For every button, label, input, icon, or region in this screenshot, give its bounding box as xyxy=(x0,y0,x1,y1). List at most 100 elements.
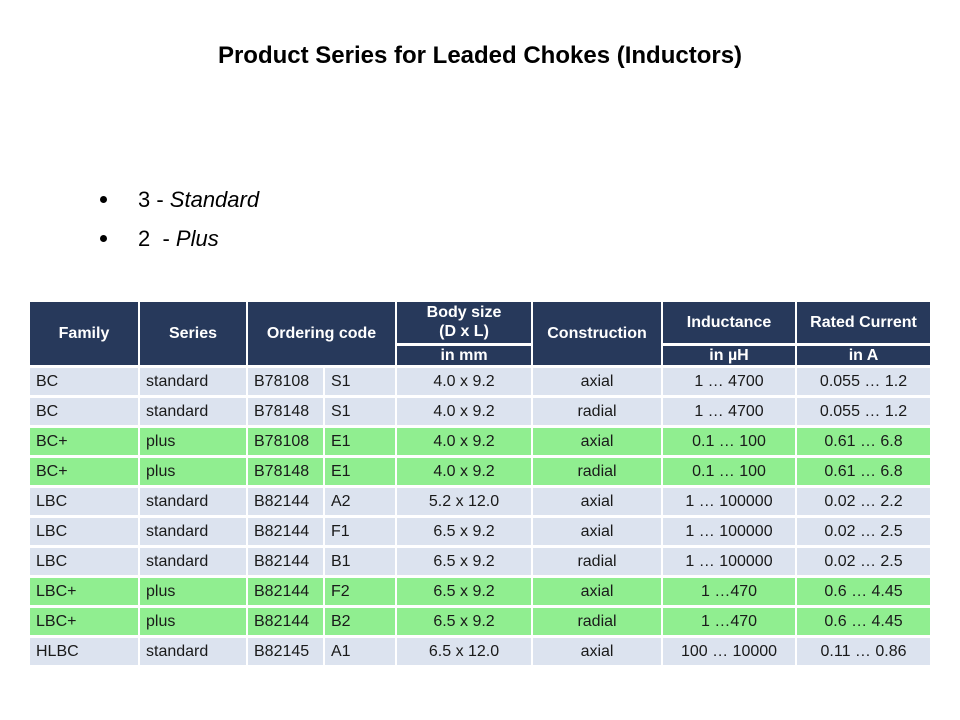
table-row: LBC standard B82144 A2 5.2 x 12.0 axial 1 … 10… xyxy=(30,488,931,518)
table-header: Family Series Ordering code Body size (D… xyxy=(30,302,931,368)
bullet-list: 3 - Standard 2 - Plus xyxy=(100,180,259,258)
cell-inductance: 100 … 10000 xyxy=(663,638,798,665)
bullet-emphasis: Plus xyxy=(175,225,219,251)
cell-code: B78108 xyxy=(248,368,325,398)
cell-code: B78148 xyxy=(248,458,325,488)
page-title: Product Series for Leaded Chokes (Induct… xyxy=(217,42,743,69)
cell-suffix: B2 xyxy=(325,608,398,638)
cell-family: LBC xyxy=(30,488,140,518)
cell-rated-current: 0.61 … 6.8 xyxy=(797,428,931,458)
cell-rated-current: 0.055 … 1.2 xyxy=(797,368,931,398)
col-header-series: Series xyxy=(140,302,248,368)
cell-series: standard xyxy=(140,518,248,548)
cell-suffix: F1 xyxy=(325,518,398,548)
cell-inductance: 1 … 100000 xyxy=(663,548,798,578)
col-header-rated-current: Rated Current xyxy=(797,302,931,346)
cell-suffix: S1 xyxy=(325,368,398,398)
cell-inductance: 1 … 100000 xyxy=(663,488,798,518)
body-size-line2: (D x L) xyxy=(439,322,489,340)
col-header-body-size: Body size (D x L) xyxy=(397,302,534,346)
cell-rated-current: 0.02 … 2.5 xyxy=(797,548,931,578)
cell-series: standard xyxy=(140,398,248,428)
cell-inductance: 1 …470 xyxy=(663,608,798,638)
bullet-prefix: 2 - xyxy=(138,225,176,251)
cell-rated-current: 0.6 … 4.45 xyxy=(797,578,931,608)
col-header-ordering-code: Ordering code xyxy=(248,302,398,368)
cell-code: B82144 xyxy=(248,518,325,548)
table-row: HLBC standard B82145 A1 6.5 x 12.0 axial 100 …… xyxy=(30,638,931,665)
cell-series: standard xyxy=(140,548,248,578)
cell-inductance: 0.1 … 100 xyxy=(663,458,798,488)
bullet-prefix: 3 - xyxy=(138,186,170,212)
unit-body-size: in mm xyxy=(397,346,534,368)
cell-suffix: A1 xyxy=(325,638,398,665)
col-header-construction: Construction xyxy=(533,302,664,368)
cell-inductance: 1 … 4700 xyxy=(663,368,798,398)
cell-construction: radial xyxy=(533,458,664,488)
cell-inductance: 1 …470 xyxy=(663,578,798,608)
cell-construction: radial xyxy=(533,608,664,638)
cell-construction: axial xyxy=(533,638,664,665)
cell-code: B78108 xyxy=(248,428,325,458)
cell-rated-current: 0.11 … 0.86 xyxy=(797,638,931,665)
cell-suffix: E1 xyxy=(325,428,398,458)
bullet-text: 3 - Standard xyxy=(138,187,259,213)
cell-suffix: B1 xyxy=(325,548,398,578)
product-table-wrap: Family Series Ordering code Body size (D… xyxy=(30,302,931,665)
col-header-inductance: Inductance xyxy=(663,302,798,346)
table-row: BC+ plus B78148 E1 4.0 x 9.2 radial 0.1 … 100 0… xyxy=(30,458,931,488)
cell-series: plus xyxy=(140,578,248,608)
cell-code: B82144 xyxy=(248,548,325,578)
cell-construction: axial xyxy=(533,368,664,398)
cell-rated-current: 0.02 … 2.5 xyxy=(797,518,931,548)
cell-suffix: S1 xyxy=(325,398,398,428)
cell-inductance: 0.1 … 100 xyxy=(663,428,798,458)
cell-construction: axial xyxy=(533,428,664,458)
cell-construction: axial xyxy=(533,488,664,518)
table-row: LBC+ plus B82144 F2 6.5 x 9.2 axial 1 …470 0.6 … xyxy=(30,578,931,608)
cell-series: standard xyxy=(140,368,248,398)
bullet-dot-icon xyxy=(100,196,107,203)
cell-suffix: F2 xyxy=(325,578,398,608)
cell-code: B82144 xyxy=(248,608,325,638)
cell-code: B82144 xyxy=(248,578,325,608)
table-row: LBC standard B82144 B1 6.5 x 9.2 radial 1 … 10… xyxy=(30,548,931,578)
product-series-table: Family Series Ordering code Body size (D… xyxy=(30,302,931,665)
cell-inductance: 1 … 100000 xyxy=(663,518,798,548)
cell-family: BC xyxy=(30,398,140,428)
cell-family: LBC xyxy=(30,548,140,578)
table-row: LBC+ plus B82144 B2 6.5 x 9.2 radial 1 …470 0.6… xyxy=(30,608,931,638)
cell-body-size: 4.0 x 9.2 xyxy=(397,398,534,428)
cell-series: plus xyxy=(140,428,248,458)
body-size-line1: Body size xyxy=(426,304,502,322)
col-header-family: Family xyxy=(30,302,140,368)
cell-family: LBC+ xyxy=(30,608,140,638)
cell-body-size: 5.2 x 12.0 xyxy=(397,488,534,518)
unit-inductance: in µH xyxy=(663,346,798,368)
table-row: BC standard B78108 S1 4.0 x 9.2 axial 1 … 4700… xyxy=(30,368,931,398)
cell-family: LBC+ xyxy=(30,578,140,608)
cell-body-size: 6.5 x 9.2 xyxy=(397,518,534,548)
cell-suffix: E1 xyxy=(325,458,398,488)
cell-construction: radial xyxy=(533,548,664,578)
cell-series: plus xyxy=(140,608,248,638)
cell-body-size: 4.0 x 9.2 xyxy=(397,368,534,398)
cell-body-size: 4.0 x 9.2 xyxy=(397,428,534,458)
cell-body-size: 6.5 x 9.2 xyxy=(397,608,534,638)
cell-code: B82144 xyxy=(248,488,325,518)
header-row-main: Family Series Ordering code Body size (D… xyxy=(30,302,931,368)
table-row: LBC standard B82144 F1 6.5 x 9.2 axial 1 … 100… xyxy=(30,518,931,548)
cell-family: BC+ xyxy=(30,428,140,458)
cell-construction: axial xyxy=(533,578,664,608)
cell-series: standard xyxy=(140,488,248,518)
cell-body-size: 4.0 x 9.2 xyxy=(397,458,534,488)
cell-inductance: 1 … 4700 xyxy=(663,398,798,428)
bullet-dot-icon xyxy=(100,235,107,242)
bullet-item: 3 - Standard xyxy=(100,180,259,219)
table-row: BC+ plus B78108 E1 4.0 x 9.2 axial 0.1 … 100 0.… xyxy=(30,428,931,458)
cell-code: B82145 xyxy=(248,638,325,665)
table-body: BC standard B78108 S1 4.0 x 9.2 axial 1 … 4700… xyxy=(30,368,931,665)
bullet-item: 2 - Plus xyxy=(100,219,259,258)
table-row: BC standard B78148 S1 4.0 x 9.2 radial 1 … 470… xyxy=(30,398,931,428)
